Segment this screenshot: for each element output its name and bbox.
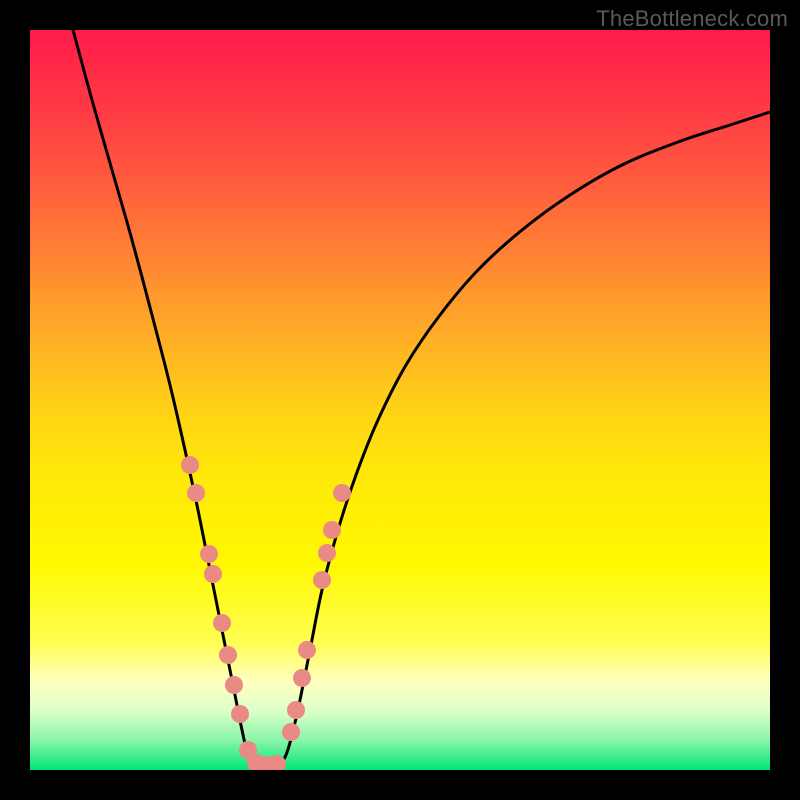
marker-dot (313, 571, 331, 589)
bottleneck-chart (30, 30, 770, 770)
marker-dot (287, 701, 305, 719)
marker-dot (225, 676, 243, 694)
marker-dot (219, 646, 237, 664)
marker-dot (187, 484, 205, 502)
marker-dot (333, 484, 351, 502)
marker-dot (293, 669, 311, 687)
chart-container: TheBottleneck.com (0, 0, 800, 800)
watermark-text: TheBottleneck.com (596, 6, 788, 32)
marker-dot (298, 641, 316, 659)
marker-dot (200, 545, 218, 563)
marker-dot (282, 723, 300, 741)
plot-area (30, 30, 770, 770)
marker-dot (213, 614, 231, 632)
marker-dot (323, 521, 341, 539)
marker-dot (181, 456, 199, 474)
chart-background (30, 30, 770, 770)
marker-dot (204, 565, 222, 583)
marker-dot (231, 705, 249, 723)
marker-dot (318, 544, 336, 562)
